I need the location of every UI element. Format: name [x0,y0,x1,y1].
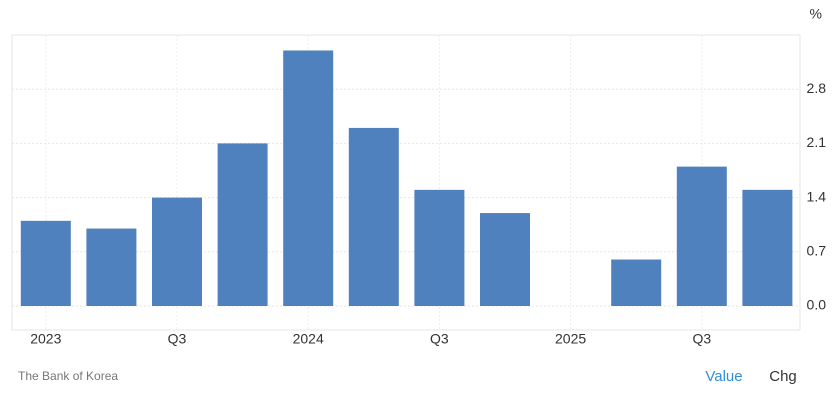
x-tick-label: Q3 [692,331,711,347]
y-tick-label: 0.7 [807,243,827,259]
x-tick-label: 2023 [30,331,61,347]
bar [283,50,334,306]
bar [676,166,727,306]
bar [86,228,137,306]
bar [152,197,202,306]
y-tick-label: 0.0 [807,297,827,313]
bar [20,220,71,306]
chg-button[interactable]: Chg [769,368,797,385]
bar [217,143,268,306]
bar [414,189,465,306]
unit-label: % [810,6,822,22]
x-tick-label: Q3 [168,331,187,347]
y-tick-label: 1.4 [807,188,827,204]
y-tick-label: 2.8 [807,80,827,96]
bar [348,127,399,306]
value-button[interactable]: Value [705,368,742,385]
x-tick-label: Q3 [430,331,449,347]
bar [742,189,793,306]
x-tick-label: 2025 [555,331,586,347]
y-tick-label: 2.1 [807,134,827,150]
plot-frame [11,34,801,331]
bar [611,259,662,306]
bar [480,213,530,306]
x-tick-label: 2024 [293,331,324,347]
source: The Bank of Korea [18,369,118,383]
